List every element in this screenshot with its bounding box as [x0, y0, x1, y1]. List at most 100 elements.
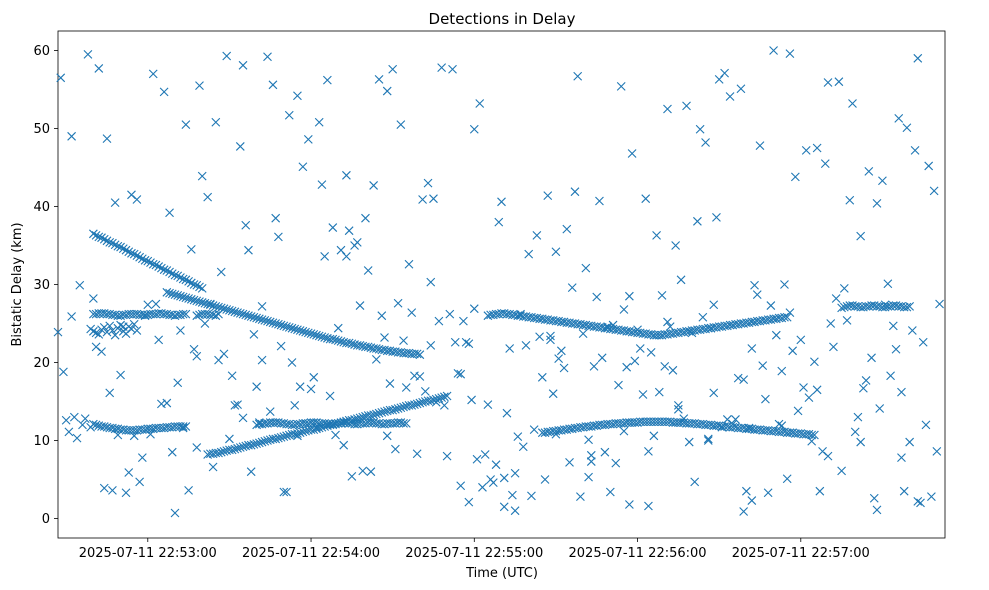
data-point: [551, 429, 561, 439]
data-point: [453, 369, 463, 378]
data-point: [698, 312, 708, 322]
data-point: [268, 318, 278, 328]
data-point: [249, 312, 259, 322]
data-point: [216, 447, 226, 457]
data-point: [252, 439, 262, 449]
data-point: [761, 394, 770, 404]
data-point: [235, 443, 245, 452]
data-point: [298, 162, 308, 172]
data-point: [230, 444, 240, 454]
data-point: [910, 145, 920, 155]
data-point: [124, 468, 134, 477]
data-point: [154, 262, 164, 271]
data-point: [793, 406, 803, 416]
data-point: [902, 302, 912, 312]
data-point: [197, 171, 207, 181]
data-point: [118, 244, 128, 254]
data-point: [244, 245, 253, 255]
data-point: [864, 167, 874, 176]
data-point: [687, 328, 697, 338]
data-point: [693, 216, 702, 226]
data-point: [771, 330, 781, 340]
data-point: [624, 500, 634, 509]
data-point: [333, 336, 343, 346]
data-point: [99, 422, 109, 431]
data-point: [306, 384, 316, 394]
data-point: [295, 382, 305, 392]
data-point: [263, 316, 272, 326]
data-point: [777, 421, 787, 431]
data-point: [445, 309, 455, 319]
data-point: [799, 383, 808, 392]
data-point: [475, 99, 485, 108]
data-point: [867, 353, 876, 363]
data-point: [673, 404, 683, 414]
data-point: [897, 387, 906, 397]
data-point: [426, 340, 436, 350]
data-point: [241, 220, 251, 230]
data-point: [442, 451, 452, 461]
data-point: [494, 217, 504, 227]
y-axis-title: Bistatic Delay (km): [10, 222, 25, 346]
data-point: [567, 283, 577, 293]
data-point: [246, 312, 256, 321]
data-point: [510, 506, 520, 516]
data-point: [83, 50, 93, 59]
data-point: [592, 292, 602, 302]
data-point: [932, 447, 942, 456]
data-point: [108, 238, 117, 248]
data-point: [551, 247, 561, 257]
data-point: [861, 376, 871, 385]
data-point: [616, 81, 626, 91]
data-point: [750, 280, 759, 290]
data-point: [159, 265, 169, 275]
data-point: [431, 394, 441, 404]
data-point: [303, 135, 313, 144]
data-point: [148, 69, 158, 79]
data-point: [165, 208, 174, 218]
data-point: [274, 433, 283, 443]
data-point: [102, 134, 112, 144]
data-point: [254, 314, 264, 324]
data-point: [121, 488, 131, 498]
data-point: [176, 273, 185, 282]
data-point: [176, 326, 185, 335]
data-point: [401, 418, 411, 428]
data-point: [839, 284, 849, 293]
data-point: [350, 241, 359, 250]
data-point: [181, 120, 191, 129]
data-point: [257, 301, 267, 311]
data-point: [823, 451, 833, 461]
data-point: [94, 232, 104, 242]
data-point: [181, 275, 191, 285]
data-point: [290, 324, 300, 334]
data-point: [380, 407, 389, 417]
data-point: [170, 290, 180, 300]
data-point: [252, 382, 262, 392]
data-point: [415, 350, 425, 360]
data-point: [170, 270, 180, 280]
data-point: [834, 77, 844, 87]
data-point: [105, 237, 115, 247]
data-point: [619, 305, 629, 314]
data-point: [423, 178, 433, 188]
data-point: [263, 436, 272, 445]
data-point: [916, 498, 925, 508]
data-point: [401, 383, 411, 392]
data-point: [929, 186, 939, 196]
data-point: [195, 81, 204, 90]
data-point: [407, 308, 417, 317]
data-point: [301, 418, 310, 428]
data-point: [94, 64, 104, 73]
data-point: [238, 413, 248, 423]
data-point: [880, 300, 890, 310]
data-point: [752, 290, 762, 300]
data-point: [105, 388, 115, 398]
data-point: [491, 460, 501, 470]
data-point: [878, 176, 887, 186]
data-point: [660, 362, 670, 371]
data-point: [309, 372, 319, 382]
data-point: [279, 432, 289, 441]
data-point: [102, 236, 112, 246]
data-point: [418, 195, 427, 204]
